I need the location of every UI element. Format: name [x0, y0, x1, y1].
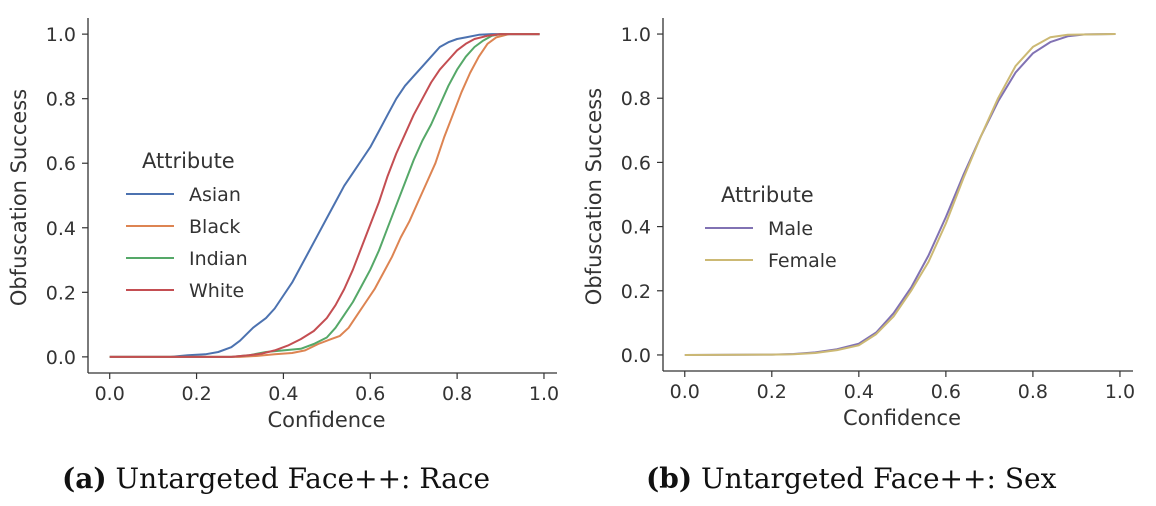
- legend-label-indian: Indian: [189, 248, 248, 270]
- x-axis-label: Confidence: [843, 406, 961, 430]
- caption-b-tag: (b): [646, 462, 693, 495]
- y-tick-label: 0.0: [46, 347, 76, 369]
- legend-label-white: White: [189, 280, 244, 302]
- chart-panel-b: 0.0 0.2 0.4 0.6 0.8 1.0 0.0 0.2 0.4 0.6 0.8 1.0 Conf…: [582, 18, 1135, 430]
- x-tick-label: 1.0: [1105, 381, 1135, 403]
- y-tick-label: 1.0: [46, 24, 76, 46]
- legend-label-black: Black: [189, 216, 240, 238]
- x-tick-label: 0.2: [181, 383, 211, 405]
- x-tick-label: 0.8: [442, 383, 472, 405]
- caption-b-text: Untargeted Face++: Sex: [700, 462, 1057, 495]
- legend-label-male: Male: [768, 218, 813, 240]
- x-tick-label: 0.4: [268, 383, 298, 405]
- x-tick-label: 0.6: [931, 381, 961, 403]
- legend-label-asian: Asian: [189, 184, 241, 206]
- x-axis-label: Confidence: [267, 408, 385, 432]
- y-axis-label: Obfuscation Success: [582, 88, 606, 305]
- y-tick-label: 0.4: [621, 217, 651, 239]
- y-tick-label: 0.2: [46, 282, 76, 304]
- x-tick-label: 0.8: [1018, 381, 1048, 403]
- legend-label-female: Female: [768, 250, 837, 272]
- x-tick-label: 0.4: [844, 381, 874, 403]
- series-line-asian: [109, 33, 540, 358]
- y-tick-label: 1.0: [621, 24, 651, 46]
- y-tick-label: 0.6: [621, 152, 651, 174]
- series-line-white: [109, 33, 540, 358]
- caption-a-text: Untargeted Face++: Race: [115, 462, 491, 495]
- series-line-female: [684, 33, 1116, 356]
- y-tick-label: 0.6: [46, 153, 76, 175]
- y-tick-label: 0.0: [621, 345, 651, 367]
- legend-title: Attribute: [721, 183, 814, 207]
- x-tick-label: 1.0: [529, 383, 559, 405]
- x-tick-label: 0.6: [355, 383, 385, 405]
- y-tick-label: 0.4: [46, 218, 76, 240]
- y-tick-label: 0.8: [46, 89, 76, 111]
- caption-a: (a) Untargeted Face++: Race: [62, 462, 490, 495]
- y-tick-label: 0.2: [621, 281, 651, 303]
- y-axis-label: Obfuscation Success: [7, 89, 31, 306]
- caption-b: (b) Untargeted Face++: Sex: [646, 462, 1056, 495]
- x-tick-label: 0.2: [757, 381, 787, 403]
- x-tick-label: 0.0: [95, 383, 125, 405]
- series-line-indian: [109, 33, 540, 358]
- series-line-black: [109, 33, 540, 358]
- chart-panel-a: 0.0 0.2 0.4 0.6 0.8 1.0 0.0 0.2 0.4 0.6 0.8 1.0 Conf…: [7, 18, 559, 432]
- caption-a-tag: (a): [62, 462, 107, 495]
- y-tick-label: 0.8: [621, 88, 651, 110]
- legend-title: Attribute: [142, 149, 235, 173]
- x-tick-label: 0.0: [670, 381, 700, 403]
